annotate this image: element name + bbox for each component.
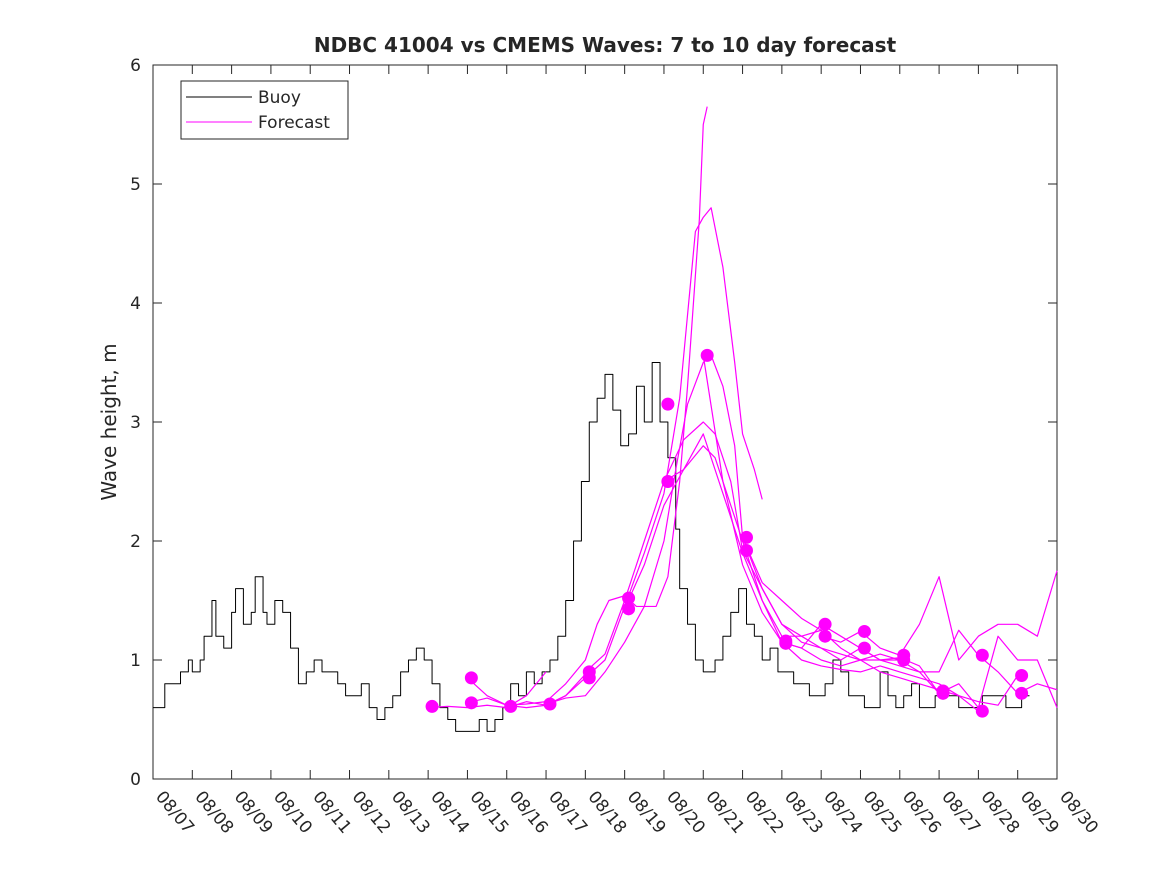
y-axis-ticks: 0 1 2 3 4 5 6 [130, 56, 1057, 790]
forecast-marker [857, 624, 871, 638]
forecast-marker [622, 602, 636, 616]
x-tick-label: 08/12 [348, 787, 395, 837]
forecast-marker [857, 641, 871, 655]
y-tick-label: 6 [130, 56, 141, 76]
x-tick-label: 08/30 [1055, 787, 1102, 837]
x-tick-label: 08/27 [937, 787, 984, 837]
x-tick-label: 08/25 [859, 787, 906, 837]
forecast-series-line-8 [663, 433, 940, 694]
y-tick-label: 3 [130, 413, 141, 433]
forecast-series-line-9 [702, 355, 979, 712]
x-tick-label: 08/14 [426, 787, 473, 837]
legend-label-buoy: Buoy [258, 88, 301, 108]
forecast-marker [661, 475, 675, 488]
forecast-marker [779, 636, 793, 650]
forecast-marker [661, 397, 675, 411]
x-tick-label: 08/23 [780, 787, 827, 837]
y-axis-label: Wave height, m [97, 343, 121, 500]
series-layer [153, 106, 1058, 732]
forecast-marker [700, 348, 714, 362]
forecast-marker [464, 696, 478, 710]
marker-layer [425, 348, 1029, 718]
x-tick-label: 08/11 [308, 787, 355, 837]
forecast-marker [1015, 686, 1029, 700]
forecast-series-line-6 [584, 421, 861, 673]
forecast-marker [543, 697, 557, 711]
y-tick-label: 2 [130, 532, 141, 552]
forecast-series-line-5 [545, 354, 822, 705]
x-tick-label: 08/21 [701, 787, 748, 837]
x-tick-label: 08/29 [1016, 787, 1063, 837]
forecast-marker [897, 653, 911, 667]
x-tick-label: 08/17 [544, 787, 591, 837]
forecast-series-line-4 [506, 207, 763, 709]
forecast-marker [975, 704, 989, 718]
forecast-marker [818, 617, 832, 631]
y-tick-label: 5 [130, 175, 141, 195]
forecast-marker [1015, 668, 1029, 682]
forecast-series-line-1 [428, 671, 547, 709]
y-tick-label: 4 [130, 294, 141, 314]
x-tick-label: 08/07 [151, 787, 198, 837]
forecast-series-line-13 [860, 635, 1058, 709]
forecast-marker [739, 530, 753, 544]
forecast-marker [739, 544, 753, 558]
forecast-marker [582, 671, 596, 685]
legend-box [180, 80, 349, 140]
x-tick-label: 08/26 [898, 787, 945, 837]
y-tick-label: 0 [130, 770, 141, 790]
chart-title: NDBC 41004 vs CMEMS Waves: 7 to 10 day f… [314, 33, 897, 57]
x-tick-label: 08/16 [505, 787, 552, 837]
forecast-marker [975, 648, 989, 662]
x-tick-label: 08/10 [269, 787, 316, 837]
x-tick-label: 08/08 [190, 787, 237, 837]
x-tick-label: 08/22 [741, 787, 788, 837]
forecast-marker [818, 629, 832, 643]
legend-label-forecast: Forecast [258, 113, 330, 133]
x-tick-label: 08/18 [584, 787, 631, 837]
legend: Buoy Forecast [180, 80, 349, 140]
x-tick-label: 08/15 [466, 787, 513, 837]
x-tick-label: 08/20 [662, 787, 709, 837]
forecast-marker [464, 671, 478, 685]
x-tick-label: 08/24 [819, 787, 866, 837]
x-tick-label: 08/13 [387, 787, 434, 837]
forecast-marker [622, 591, 636, 605]
x-tick-label: 08/28 [977, 787, 1024, 837]
forecast-series-line-7 [624, 445, 900, 667]
buoy-series-line [153, 362, 1030, 732]
x-tick-label: 08/09 [230, 787, 277, 837]
x-tick-label: 08/19 [623, 787, 670, 837]
forecast-marker [936, 686, 950, 700]
y-tick-label: 1 [130, 651, 141, 671]
forecast-marker [425, 699, 439, 713]
forecast-marker [504, 699, 518, 713]
